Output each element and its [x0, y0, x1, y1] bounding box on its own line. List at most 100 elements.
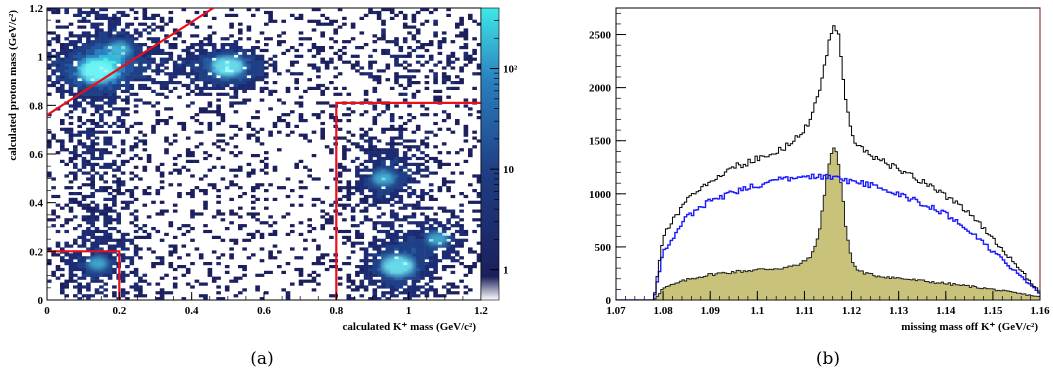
heatmap-cell [255, 136, 260, 140]
heatmap-cell [220, 92, 226, 96]
heatmap-cell [424, 256, 430, 260]
heatmap-cell [125, 127, 130, 131]
heatmap-cell [376, 206, 382, 210]
heatmap-cell [116, 241, 121, 245]
heatmap-cell [90, 168, 95, 172]
heatmap-cell [207, 75, 213, 79]
heatmap-cell [81, 285, 87, 289]
heatmap-cell [220, 37, 226, 41]
heatmap-cell [125, 203, 130, 207]
heatmap-cell [411, 16, 417, 20]
heatmap-cell [107, 192, 113, 196]
heatmap-cell [112, 227, 117, 231]
heatmap-cell [298, 133, 304, 137]
heatmap-cell [381, 69, 386, 73]
heatmap-cell [103, 253, 108, 257]
heatmap-cell [194, 54, 200, 58]
heatmap-cell [415, 256, 421, 260]
heatmap-cell [86, 40, 91, 44]
heatmap-cell [194, 92, 200, 96]
heatmap-cell [450, 194, 456, 199]
heatmap-cell [60, 86, 65, 90]
heatmap-cell [346, 297, 352, 300]
heatmap-cell [251, 78, 256, 82]
heatmap-cell [411, 244, 417, 248]
heatmap-cell [112, 159, 117, 163]
heatmap-cell [394, 57, 399, 61]
heatmap-cell [194, 43, 200, 47]
heatmap-cell [120, 69, 126, 73]
heatmap-cell [394, 177, 399, 181]
heatmap-cell [125, 238, 130, 242]
heatmap-cell [103, 206, 108, 210]
heatmap-cell [272, 60, 278, 64]
heatmap-cell [94, 13, 100, 17]
heatmap-cell [86, 92, 91, 96]
heatmap-cell [381, 197, 386, 201]
heatmap-cell [77, 72, 82, 76]
heatmap-cell [398, 235, 404, 239]
heatmap-cell [90, 244, 95, 248]
heatmap-cell [381, 151, 386, 155]
heatmap-cell [60, 92, 65, 96]
heatmap-cell [420, 238, 425, 242]
heatmap-cell [355, 174, 360, 178]
heatmap-cell [411, 270, 417, 274]
heatmap-cell [290, 203, 295, 207]
heatmap-cell [86, 203, 91, 207]
heatmap-cell [224, 92, 230, 96]
heatmap-cell [272, 124, 278, 128]
heatmap-cell [424, 247, 430, 251]
heatmap-cell [329, 235, 334, 239]
heatmap-cell [138, 276, 143, 280]
heatmap-cell [316, 197, 321, 201]
heatmap-cell [90, 86, 95, 90]
heatmap-cell [381, 110, 386, 114]
heatmap-cell [198, 282, 204, 286]
heatmap-cell [363, 253, 369, 257]
heatmap-x-tick-label: 1.2 [474, 305, 488, 317]
heatmap-cell [198, 54, 204, 58]
heatmap-cell [86, 95, 91, 99]
heatmap-cell [385, 221, 391, 225]
heatmap-cell [190, 22, 195, 26]
heatmap-cell [103, 288, 108, 292]
heatmap-cell [407, 229, 412, 234]
heatmap-cell [311, 238, 317, 242]
heatmap-cell [428, 10, 434, 15]
heatmap-cell [359, 162, 365, 166]
heatmap-cell [81, 273, 87, 277]
heatmap-cell [73, 43, 78, 47]
heatmap-cell [346, 139, 352, 143]
heatmap-cell [368, 282, 373, 286]
heatmap-cell [103, 51, 108, 55]
heatmap-cell [133, 46, 139, 50]
heatmap-cell [411, 13, 417, 17]
heatmap-cell [116, 186, 121, 190]
heatmap-cell [198, 78, 204, 82]
heatmap-cell [381, 241, 386, 245]
heatmap-cell [185, 159, 191, 163]
heatmap-cell [463, 43, 469, 47]
heatmap-cell [350, 192, 356, 196]
heatmap-cell [450, 244, 456, 248]
heatmap-cell [190, 72, 195, 76]
heatmap-cell [363, 276, 369, 280]
heatmap-cell [216, 104, 221, 108]
heatmap-cell [411, 232, 417, 236]
heatmap-cell [441, 162, 447, 166]
heatmap-cell [259, 72, 265, 76]
heatmap-cell [159, 174, 165, 178]
heatmap-cell [372, 270, 378, 274]
heatmap-cell [298, 221, 304, 225]
heatmap-cell [285, 297, 291, 300]
heatmap-cell [224, 270, 230, 274]
heatmap-cell [90, 104, 95, 108]
heatmap-cell [125, 22, 130, 26]
heatmap-cell [233, 75, 239, 79]
heatmap-cell [385, 247, 391, 251]
heatmap-cell [251, 57, 256, 61]
heatmap-cell [415, 259, 421, 263]
heatmap-cell [411, 69, 417, 73]
heatmap-cell [394, 285, 399, 289]
